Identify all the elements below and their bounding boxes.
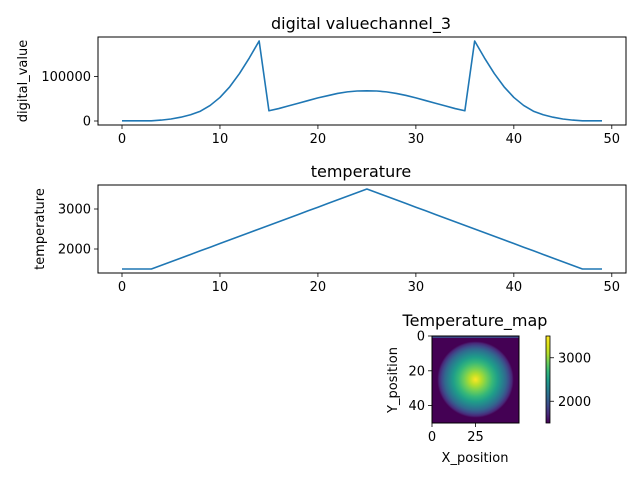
axis-ticks: 0 25 0 20 40 (408, 330, 483, 446)
x-tick-label: 25 (467, 430, 484, 445)
x-axis-label: X_position (442, 451, 509, 466)
x-tick-label: 40 (506, 280, 523, 295)
colorbar: 2000 3000 (545, 335, 591, 424)
colorbar-tick-label: 3000 (558, 351, 591, 366)
x-tick-label: 0 (118, 280, 126, 295)
axis-ticks: 0 10 20 30 40 50 2000 3000 (58, 203, 620, 296)
chart-title: digital valuechannel_3 (271, 14, 451, 34)
x-tick-label: 50 (604, 132, 621, 147)
x-tick-label: 10 (212, 280, 229, 295)
x-tick-label: 0 (428, 430, 436, 445)
x-tick-label: 30 (408, 132, 425, 147)
y-tick-label: 2000 (58, 243, 91, 258)
digital-value-chart: digital valuechannel_3 digital_value 0 10… (16, 14, 627, 147)
x-tick-label: 0 (118, 132, 126, 147)
y-tick-label: 0 (83, 115, 91, 130)
y-tick-label: 20 (408, 364, 425, 379)
y-tick-label: 40 (408, 399, 425, 414)
colorbar-tick-label: 2000 (558, 395, 591, 410)
x-tick-label: 20 (310, 280, 327, 295)
heatmap-hotspot (432, 336, 519, 423)
x-tick-label: 10 (212, 132, 229, 147)
y-axis-label: temperature (33, 188, 48, 270)
y-axis-label: digital_value (16, 40, 31, 122)
y-tick-label: 0 (417, 330, 425, 345)
colorbar-gradient (545, 335, 551, 424)
temperature-map-chart: Temperature_map Y_position X_position 0 2… (386, 311, 591, 466)
series-line (122, 188, 602, 270)
y-tick-label: 3000 (58, 203, 91, 218)
y-axis-label: Y_position (386, 347, 401, 414)
series-line (122, 40, 602, 122)
chart-title: Temperature_map (402, 311, 548, 331)
x-tick-label: 30 (408, 280, 425, 295)
y-tick-label: 100000 (41, 70, 91, 85)
heatmap-top-row (432, 336, 519, 338)
axis-ticks: 0 10 20 30 40 50 0 100000 (41, 70, 620, 147)
series-line-group (122, 188, 602, 270)
x-tick-label: 40 (506, 132, 523, 147)
chart-title: temperature (311, 162, 412, 181)
temperature-chart: temperature temperature 0 10 20 30 40 50 2000 3… (33, 162, 627, 296)
x-tick-label: 50 (604, 280, 621, 295)
series-line-group (122, 40, 602, 122)
plot-frame (97, 36, 627, 126)
x-tick-label: 20 (310, 132, 327, 147)
plot-frame (97, 184, 627, 274)
